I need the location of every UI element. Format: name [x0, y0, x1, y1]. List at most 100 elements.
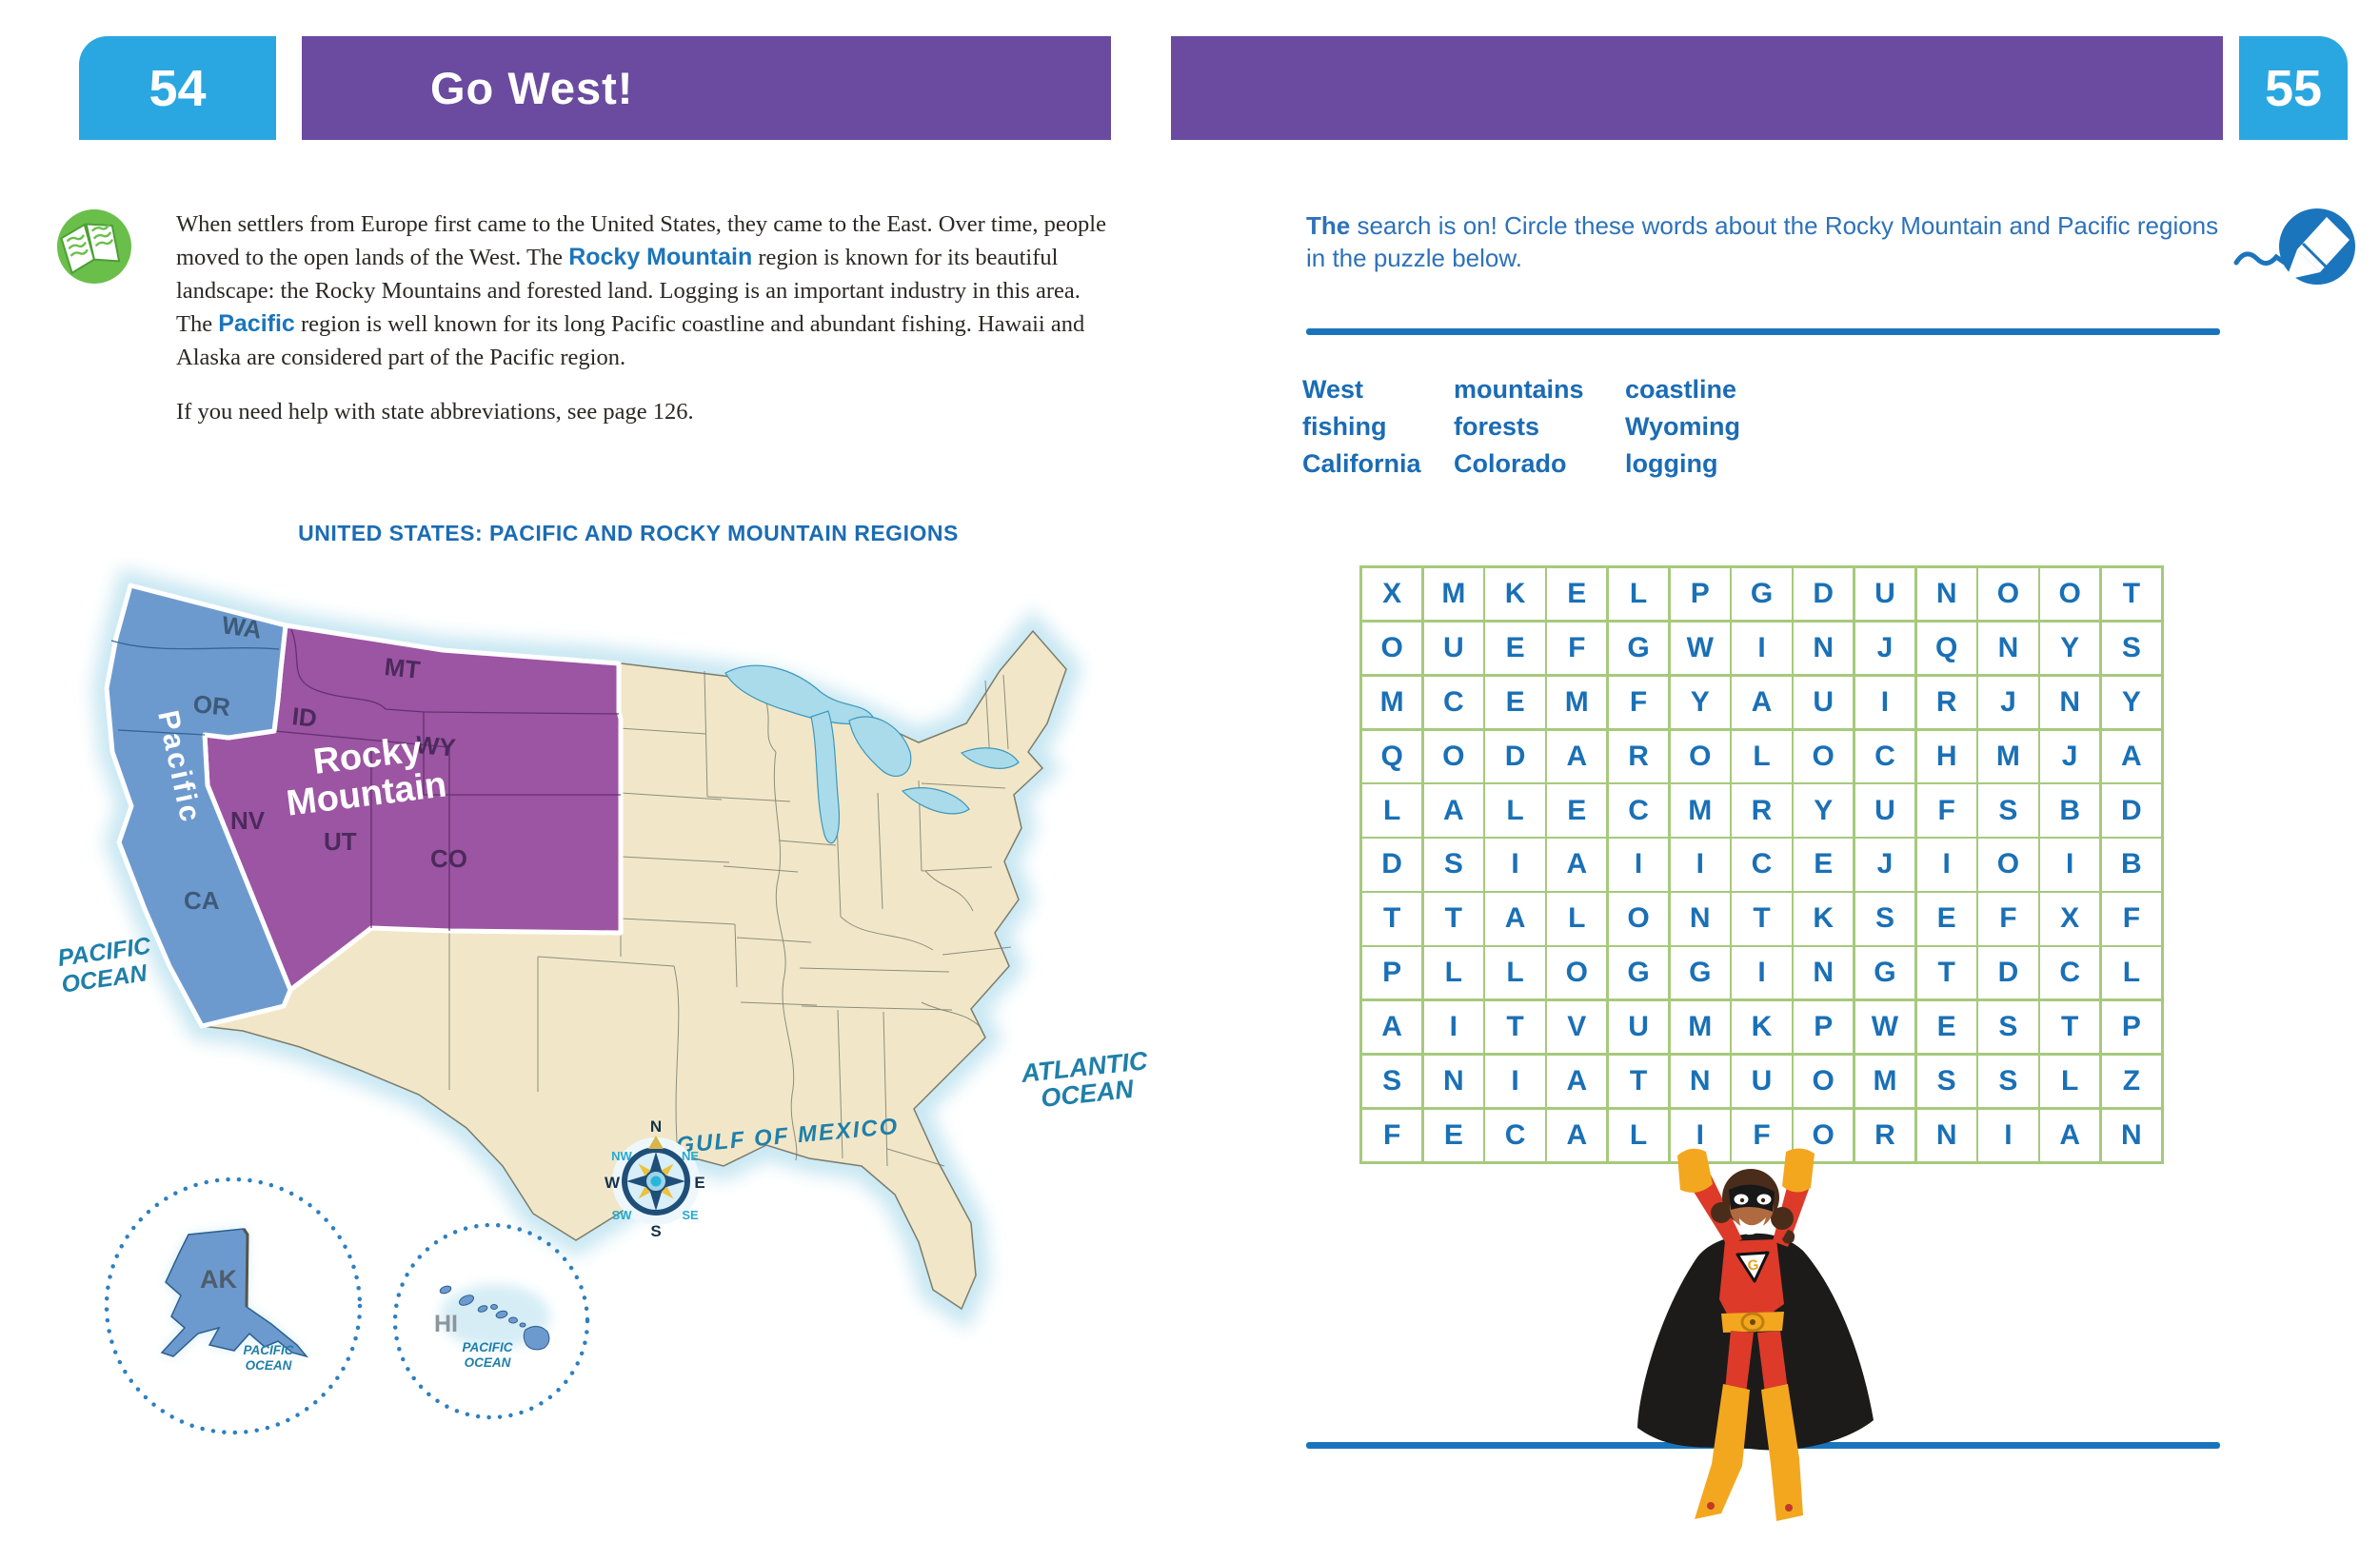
grid-cell[interactable]: A [1423, 784, 1483, 837]
grid-cell[interactable]: U [1423, 622, 1483, 675]
grid-cell[interactable]: N [2040, 676, 2100, 729]
grid-cell[interactable]: A [2040, 1109, 2100, 1161]
grid-cell[interactable]: E [1547, 568, 1607, 621]
grid-cell[interactable]: T [1485, 1000, 1545, 1054]
grid-cell[interactable]: U [1794, 676, 1854, 729]
grid-cell[interactable]: A [1485, 893, 1545, 945]
grid-cell[interactable]: O [1794, 1055, 1854, 1108]
grid-cell[interactable]: M [1547, 676, 1607, 729]
grid-cell[interactable]: N [2101, 1109, 2161, 1161]
grid-cell[interactable]: P [1670, 568, 1730, 621]
grid-cell[interactable]: U [1608, 1000, 1669, 1054]
grid-cell[interactable]: L [1485, 784, 1545, 837]
grid-cell[interactable]: L [1362, 784, 1422, 837]
grid-cell[interactable]: D [1485, 730, 1545, 782]
grid-cell[interactable]: L [1608, 1109, 1669, 1161]
grid-cell[interactable]: A [2101, 730, 2161, 782]
grid-cell[interactable]: I [1732, 947, 1792, 999]
grid-cell[interactable]: R [1608, 730, 1669, 782]
grid-cell[interactable]: M [1362, 676, 1422, 729]
grid-cell[interactable]: U [1854, 784, 1915, 837]
grid-cell[interactable]: U [1732, 1055, 1792, 1108]
grid-cell[interactable]: S [1916, 1055, 1976, 1108]
grid-cell[interactable]: L [1485, 947, 1545, 999]
grid-cell[interactable]: W [1670, 622, 1730, 675]
grid-cell[interactable]: G [1670, 947, 1730, 999]
grid-cell[interactable]: A [1732, 676, 1792, 729]
grid-cell[interactable]: I [1670, 839, 1730, 891]
grid-cell[interactable]: N [1794, 622, 1854, 675]
grid-cell[interactable]: E [1485, 622, 1545, 675]
grid-cell[interactable]: W [1854, 1000, 1915, 1054]
grid-cell[interactable]: O [1547, 947, 1607, 999]
grid-cell[interactable]: E [1547, 784, 1607, 837]
grid-cell[interactable]: F [1547, 622, 1607, 675]
grid-cell[interactable]: J [1854, 839, 1915, 891]
grid-cell[interactable]: J [1978, 676, 2038, 729]
grid-cell[interactable]: N [1978, 622, 2038, 675]
grid-cell[interactable]: C [1485, 1109, 1545, 1161]
grid-cell[interactable]: N [1916, 568, 1976, 621]
grid-cell[interactable]: S [2101, 622, 2161, 675]
grid-cell[interactable]: I [1732, 622, 1792, 675]
grid-cell[interactable]: Y [2101, 676, 2161, 729]
grid-cell[interactable]: F [2101, 893, 2161, 945]
grid-cell[interactable]: U [1854, 568, 1915, 621]
grid-cell[interactable]: O [1362, 622, 1422, 675]
grid-cell[interactable]: Y [1670, 676, 1730, 729]
grid-cell[interactable]: Y [2040, 622, 2100, 675]
grid-cell[interactable]: A [1547, 730, 1607, 782]
grid-cell[interactable]: G [1854, 947, 1915, 999]
grid-cell[interactable]: L [1608, 568, 1669, 621]
grid-cell[interactable]: X [2040, 893, 2100, 945]
grid-cell[interactable]: S [1978, 1000, 2038, 1054]
grid-cell[interactable]: P [1362, 947, 1422, 999]
grid-cell[interactable]: T [1608, 1055, 1669, 1108]
grid-cell[interactable]: O [1794, 730, 1854, 782]
grid-cell[interactable]: L [2040, 1055, 2100, 1108]
grid-cell[interactable]: K [1794, 893, 1854, 945]
grid-cell[interactable]: V [1547, 1000, 1607, 1054]
grid-cell[interactable]: G [1608, 947, 1669, 999]
grid-cell[interactable]: G [1608, 622, 1669, 675]
grid-cell[interactable]: S [1978, 784, 2038, 837]
grid-cell[interactable]: C [1732, 839, 1792, 891]
grid-cell[interactable]: K [1732, 1000, 1792, 1054]
grid-cell[interactable]: L [1423, 947, 1483, 999]
grid-cell[interactable]: J [1854, 622, 1915, 675]
grid-cell[interactable]: A [1547, 1109, 1607, 1161]
grid-cell[interactable]: E [1485, 676, 1545, 729]
grid-cell[interactable]: I [1485, 1055, 1545, 1108]
grid-cell[interactable]: R [1854, 1109, 1915, 1161]
grid-cell[interactable]: T [1732, 893, 1792, 945]
grid-cell[interactable]: F [1732, 1109, 1792, 1161]
grid-cell[interactable]: N [1423, 1055, 1483, 1108]
grid-cell[interactable]: I [1978, 1109, 2038, 1161]
grid-cell[interactable]: O [1608, 893, 1669, 945]
grid-cell[interactable]: S [1362, 1055, 1422, 1108]
grid-cell[interactable]: Z [2101, 1055, 2161, 1108]
grid-cell[interactable]: M [1423, 568, 1483, 621]
grid-cell[interactable]: A [1547, 1055, 1607, 1108]
grid-cell[interactable]: D [1978, 947, 2038, 999]
grid-cell[interactable]: C [2040, 947, 2100, 999]
grid-cell[interactable]: L [2101, 947, 2161, 999]
grid-cell[interactable]: B [2040, 784, 2100, 837]
grid-cell[interactable]: B [2101, 839, 2161, 891]
grid-cell[interactable]: C [1854, 730, 1915, 782]
grid-cell[interactable]: L [1732, 730, 1792, 782]
grid-cell[interactable]: E [1794, 839, 1854, 891]
grid-cell[interactable]: F [1916, 784, 1976, 837]
grid-cell[interactable]: I [1485, 839, 1545, 891]
grid-cell[interactable]: M [1854, 1055, 1915, 1108]
grid-cell[interactable]: N [1670, 893, 1730, 945]
grid-cell[interactable]: I [1423, 1000, 1483, 1054]
grid-cell[interactable]: T [2101, 568, 2161, 621]
grid-cell[interactable]: S [1854, 893, 1915, 945]
grid-cell[interactable]: C [1608, 784, 1669, 837]
grid-cell[interactable]: T [1423, 893, 1483, 945]
grid-cell[interactable]: F [1362, 1109, 1422, 1161]
grid-cell[interactable]: M [1670, 784, 1730, 837]
grid-cell[interactable]: T [1916, 947, 1976, 999]
grid-cell[interactable]: E [1916, 1000, 1976, 1054]
